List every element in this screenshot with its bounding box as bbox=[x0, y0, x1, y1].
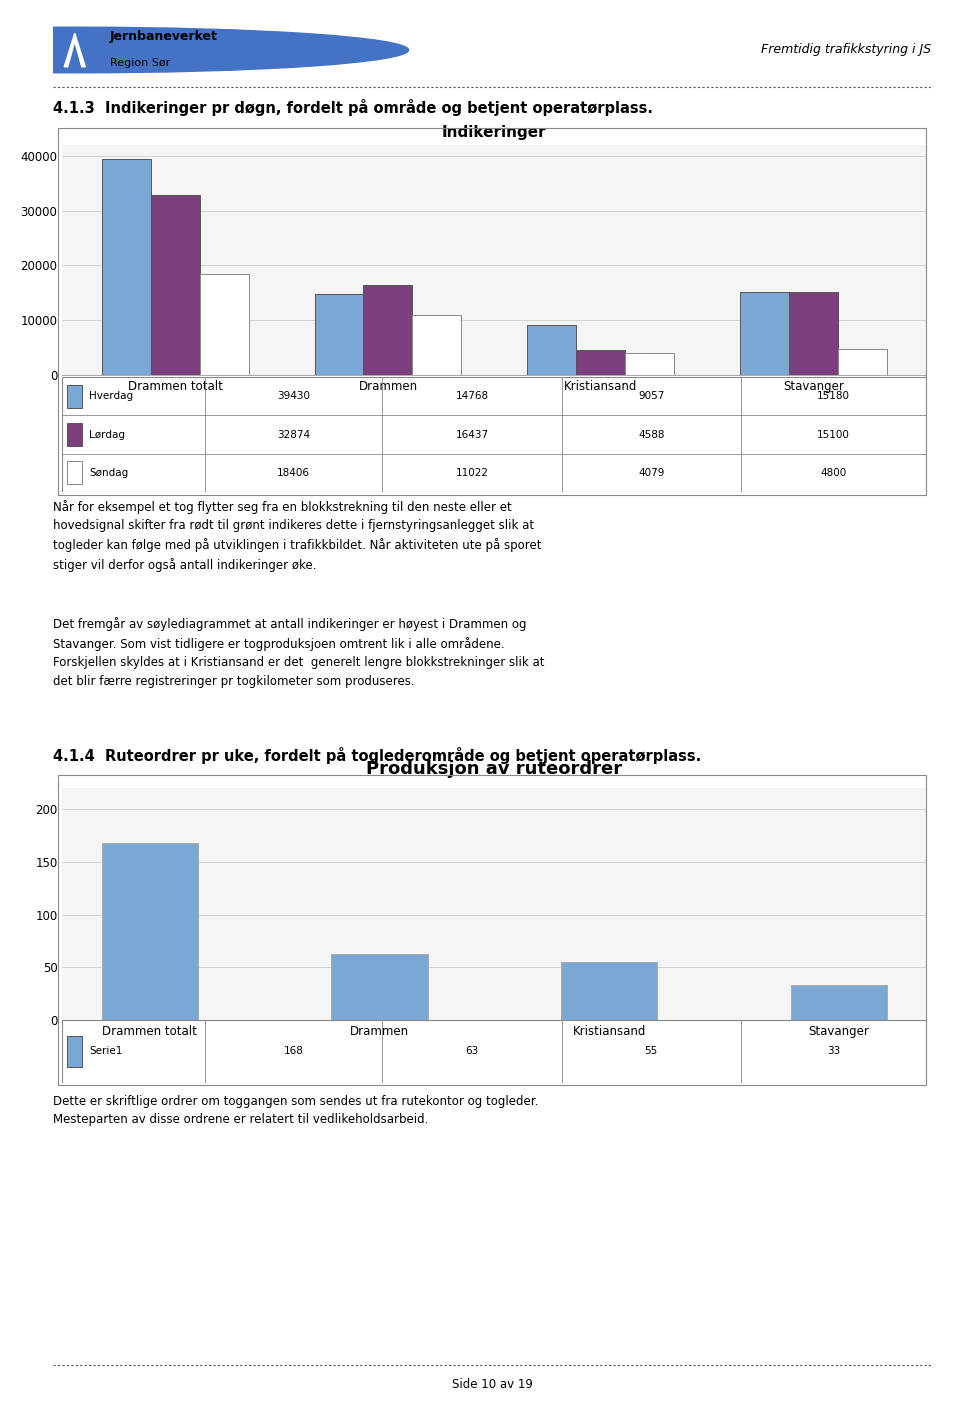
Bar bbox=[66, 423, 83, 446]
Bar bbox=[200, 274, 249, 375]
Bar bbox=[576, 351, 625, 375]
Text: 4079: 4079 bbox=[638, 467, 664, 477]
Text: Jernbaneverket: Jernbaneverket bbox=[109, 30, 218, 43]
Bar bbox=[561, 962, 658, 1020]
Text: 11022: 11022 bbox=[455, 467, 489, 477]
Text: Når for eksempel et tog flytter seg fra en blokkstrekning til den neste eller et: Når for eksempel et tog flytter seg fra … bbox=[53, 500, 541, 573]
Text: Side 10 av 19: Side 10 av 19 bbox=[451, 1378, 533, 1391]
Bar bbox=[66, 385, 83, 408]
Text: 15180: 15180 bbox=[817, 392, 850, 402]
Text: 39430: 39430 bbox=[277, 392, 310, 402]
Text: 9057: 9057 bbox=[638, 392, 664, 402]
Text: 4588: 4588 bbox=[638, 429, 664, 439]
Text: Søndag: Søndag bbox=[89, 467, 129, 477]
Text: 4800: 4800 bbox=[821, 467, 847, 477]
Bar bbox=[102, 842, 198, 1020]
Circle shape bbox=[0, 27, 409, 73]
Bar bbox=[527, 325, 576, 375]
Bar bbox=[625, 352, 674, 375]
Bar bbox=[331, 953, 428, 1020]
Title: Produksjon av ruteordrer: Produksjon av ruteordrer bbox=[367, 760, 622, 778]
Text: 63: 63 bbox=[466, 1046, 479, 1056]
Text: Lørdag: Lørdag bbox=[89, 429, 125, 439]
Bar bbox=[791, 985, 887, 1020]
Text: 168: 168 bbox=[283, 1046, 303, 1056]
Bar bbox=[789, 292, 838, 375]
Text: 55: 55 bbox=[644, 1046, 658, 1056]
Text: 32874: 32874 bbox=[276, 429, 310, 439]
Bar bbox=[102, 160, 151, 375]
Bar bbox=[364, 285, 413, 375]
Bar bbox=[413, 315, 462, 375]
Text: Det fremgår av søylediagrammet at antall indikeringer er høyest i Drammen og
Sta: Det fremgår av søylediagrammet at antall… bbox=[53, 617, 544, 688]
Text: 4.1.3  Indikeringer pr døgn, fordelt på område og betjent operatørplass.: 4.1.3 Indikeringer pr døgn, fordelt på o… bbox=[53, 98, 653, 115]
Text: 14768: 14768 bbox=[455, 392, 489, 402]
Text: Fremtidig trafikkstyring i JS: Fremtidig trafikkstyring i JS bbox=[761, 44, 931, 57]
Text: 4.1.4  Ruteordrer pr uke, fordelt på toglederområde og betjent operatørplass.: 4.1.4 Ruteordrer pr uke, fordelt på togl… bbox=[53, 747, 701, 764]
Text: Serie1: Serie1 bbox=[89, 1046, 123, 1056]
Text: Hverdag: Hverdag bbox=[89, 392, 133, 402]
Title: Indikeringer: Indikeringer bbox=[443, 124, 546, 140]
Bar bbox=[66, 1036, 83, 1067]
Bar bbox=[315, 294, 364, 375]
Polygon shape bbox=[64, 33, 85, 67]
Text: Dette er skriftlige ordrer om toggangen som sendes ut fra rutekontor og togleder: Dette er skriftlige ordrer om toggangen … bbox=[53, 1094, 539, 1127]
Text: 16437: 16437 bbox=[455, 429, 489, 439]
Text: Region Sør: Region Sør bbox=[109, 58, 170, 68]
Bar bbox=[66, 462, 83, 484]
Bar bbox=[151, 195, 200, 375]
Bar bbox=[838, 349, 887, 375]
Bar bbox=[740, 292, 789, 375]
Text: 15100: 15100 bbox=[817, 429, 850, 439]
Text: 18406: 18406 bbox=[277, 467, 310, 477]
Text: 33: 33 bbox=[827, 1046, 840, 1056]
